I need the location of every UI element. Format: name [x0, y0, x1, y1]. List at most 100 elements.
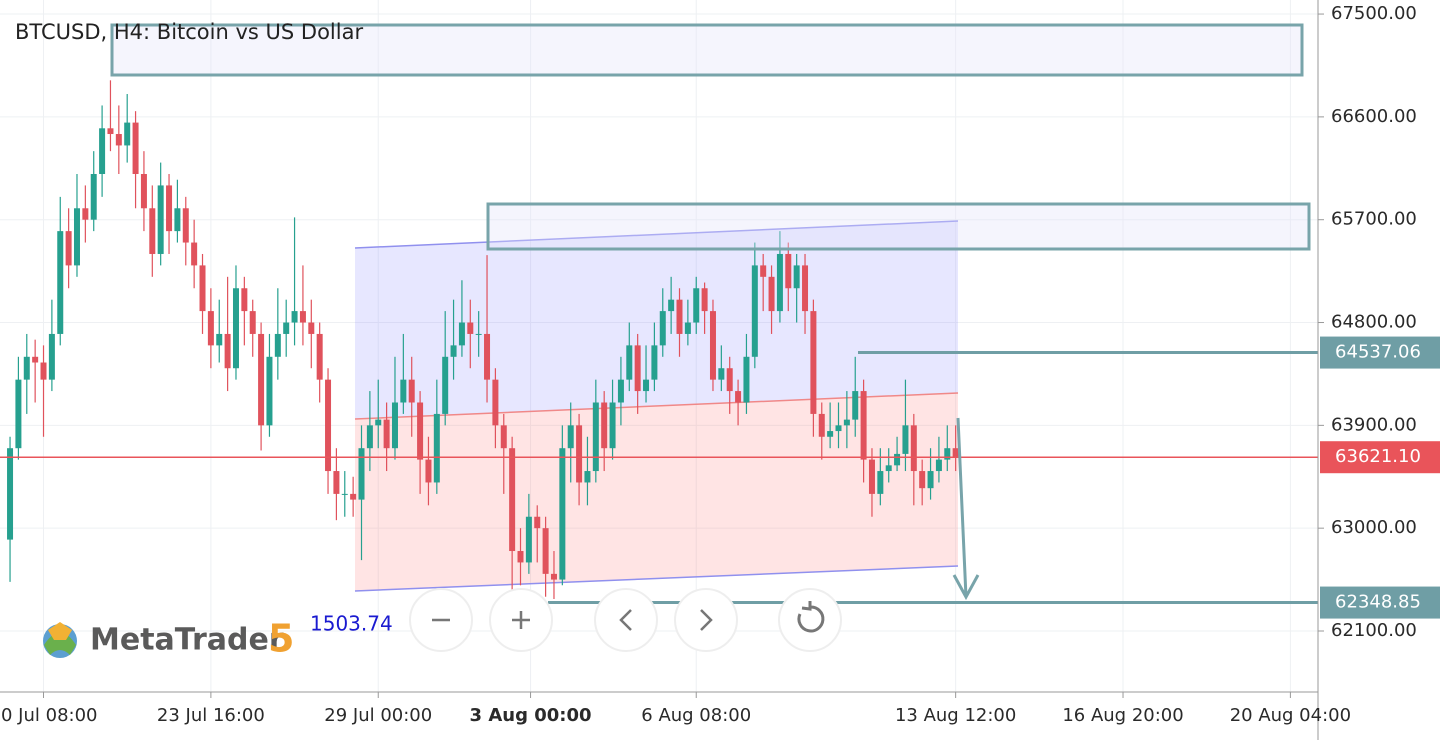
candle-body	[450, 345, 457, 357]
indicator-label: 1503.74	[310, 612, 393, 636]
candle-body	[32, 356, 39, 363]
candle-body	[241, 288, 248, 312]
brand-version: 5	[268, 617, 294, 661]
candle-body	[492, 379, 499, 426]
candle-body	[375, 419, 382, 426]
candle-body	[500, 425, 507, 449]
candle-body	[919, 471, 926, 489]
x-tick-label: 6 Aug 08:00	[641, 705, 751, 726]
levels: 64537.06 62348.85 63621.10	[0, 336, 1440, 619]
candle-body	[115, 134, 122, 146]
candle-body	[910, 425, 917, 472]
candle-body	[810, 311, 817, 414]
logo-land	[44, 632, 76, 655]
candle-body	[709, 311, 716, 380]
candle-body	[73, 208, 80, 266]
candle-body	[860, 391, 867, 460]
candle-body	[885, 465, 892, 472]
candle-body	[99, 128, 106, 174]
candle-body	[852, 391, 859, 420]
candle-body	[90, 173, 97, 220]
x-tick-label: 3 Aug 00:00	[470, 705, 592, 726]
button-bg[interactable]	[778, 588, 842, 652]
candle-body	[140, 173, 147, 209]
candle-body	[383, 419, 390, 449]
candle-body	[768, 276, 775, 312]
y-tick-label: 67500.00	[1331, 3, 1417, 24]
y-tick-label: 63900.00	[1331, 414, 1417, 435]
current-price-label: 63621.10	[1335, 446, 1421, 467]
candle-body	[249, 311, 256, 334]
zoom-out-button[interactable]	[409, 588, 473, 652]
chart-title: BTCUSD, H4: Bitcoin vs US Dollar	[15, 20, 363, 44]
button-bg[interactable]	[594, 588, 658, 652]
x-tick-label: 23 Jul 16:00	[157, 705, 265, 726]
candle-body	[216, 333, 223, 346]
candle-body	[534, 516, 541, 529]
level-label-bg	[1320, 336, 1440, 369]
candle-body	[952, 448, 959, 458]
candle-body	[366, 425, 373, 449]
x-tick-label: 20 Jul 08:00	[0, 705, 97, 726]
candle-body	[726, 368, 733, 392]
reset-button[interactable]	[778, 588, 842, 652]
candle-body	[509, 448, 516, 552]
candle-body	[358, 448, 365, 500]
x-tick-label: 16 Aug 20:00	[1062, 705, 1183, 726]
candle-body	[576, 425, 583, 483]
candle-body	[182, 208, 189, 243]
candle-body	[835, 425, 842, 432]
button-bg[interactable]	[674, 588, 738, 652]
scroll-right-button[interactable]	[674, 588, 738, 652]
candle-body	[592, 402, 599, 472]
zone-box	[486, 202, 1311, 251]
candle-body	[65, 231, 72, 266]
candle-body	[935, 459, 942, 472]
candle-body	[567, 425, 574, 449]
candle-body	[224, 333, 231, 369]
candle-body	[299, 311, 306, 323]
candle-body	[944, 448, 951, 460]
icon	[619, 609, 632, 631]
x-tick-label: 13 Aug 12:00	[895, 705, 1016, 726]
candle-body	[258, 333, 265, 426]
candle-body	[308, 322, 315, 334]
candle-body	[668, 299, 675, 312]
logo: MetaTrader 5	[43, 617, 294, 661]
candle-body	[760, 265, 767, 277]
scroll-left-button[interactable]	[594, 588, 658, 652]
candle-body	[274, 333, 281, 357]
x-tick-label: 20 Aug 04:00	[1230, 705, 1351, 726]
candle-body	[107, 128, 114, 135]
candle-body	[408, 379, 415, 403]
icon	[512, 611, 530, 629]
candle-body	[701, 288, 708, 312]
axes: 67500.00 66600.00 65700.00 64800.00 63900.00…	[0, 3, 1417, 726]
candle-body	[191, 242, 198, 266]
candle-body	[207, 311, 214, 346]
level-label-bg	[1320, 586, 1440, 619]
candle-body	[542, 528, 549, 574]
candle-body	[433, 413, 440, 483]
icon	[700, 609, 713, 631]
arrow	[952, 417, 980, 601]
candle-body	[818, 413, 825, 437]
candle-body	[316, 333, 323, 380]
candle-body	[232, 288, 239, 369]
candle-body	[82, 208, 89, 220]
candle-body	[693, 288, 700, 323]
candle-body	[894, 453, 901, 466]
candle-body	[902, 425, 909, 454]
candle-body	[400, 379, 407, 403]
candle-body	[333, 471, 340, 494]
candle-body	[166, 185, 173, 232]
candle-body	[735, 391, 742, 403]
candle-body	[634, 345, 641, 392]
zoom-in-button[interactable]	[489, 588, 553, 652]
candle-body	[266, 356, 273, 426]
candle-body	[659, 311, 666, 346]
candle-body	[743, 356, 750, 403]
candle-body	[877, 471, 884, 494]
candle-body	[475, 333, 482, 335]
